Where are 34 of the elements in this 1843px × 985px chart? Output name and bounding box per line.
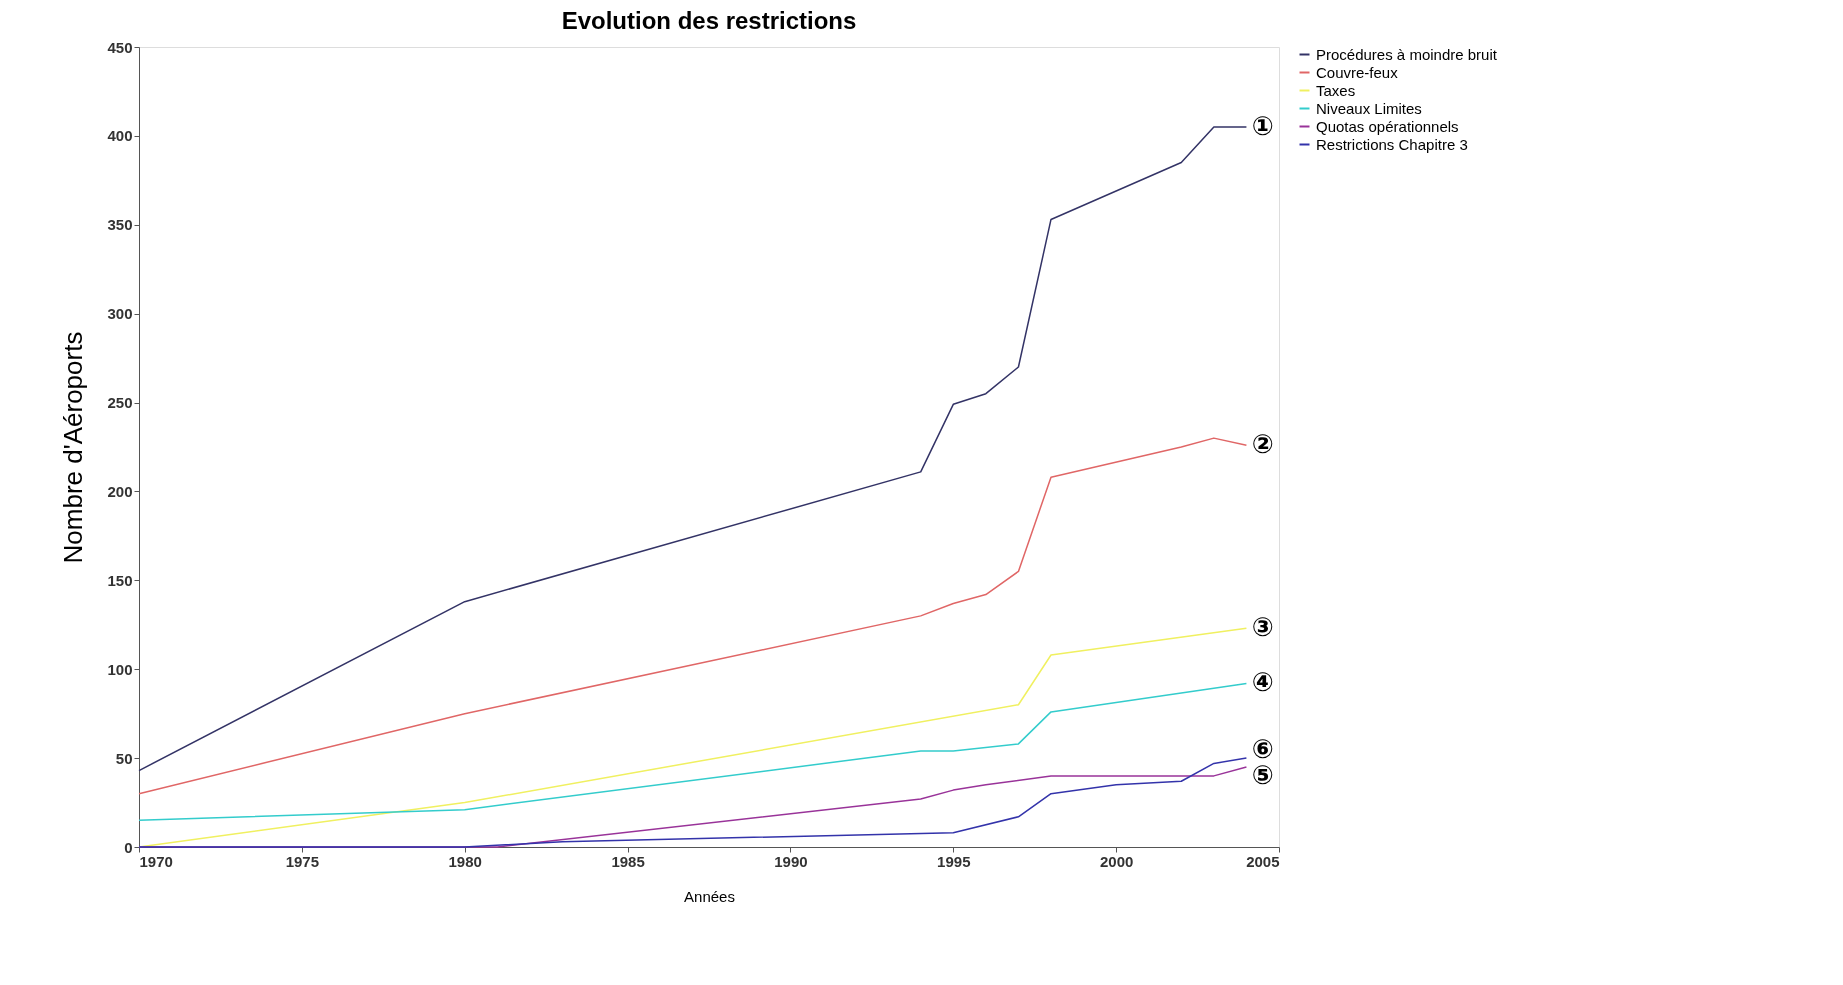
annotation: ③ (1251, 612, 1274, 643)
legend-label: Taxes (1316, 81, 1356, 99)
annotation: ② (1251, 429, 1274, 460)
line-series (138, 126, 1248, 772)
legend-label: Couvre-feux (1316, 63, 1399, 81)
y-axis-title: Nombre d'Aéroports (58, 331, 89, 564)
x-tick-label: 1995 (937, 852, 971, 870)
y-tick-label: 150 (107, 571, 133, 589)
y-tick-label: 50 (115, 749, 133, 767)
y-tick-label: 200 (107, 482, 133, 500)
x-tick-label: 1990 (774, 852, 808, 870)
legend-label: Procédures à moindre bruit (1316, 45, 1498, 63)
x-tick-label: 1985 (611, 852, 645, 870)
annotation: ① (1251, 111, 1274, 141)
y-tick-label: 300 (107, 305, 133, 323)
line-series (138, 682, 1248, 822)
x-axis-title: Années (684, 887, 735, 905)
x-tick-label: 1980 (448, 852, 482, 870)
y-tick-label: 0 (124, 838, 133, 856)
legend-label: Niveaux Limites (1316, 99, 1422, 117)
chart-title: Evolution des restrictions (561, 7, 857, 34)
y-tick-label: 250 (107, 394, 133, 412)
x-tick-label: 1975 (285, 852, 320, 870)
y-tick-label: 100 (107, 660, 133, 678)
legend-label: Quotas opérationnels (1316, 117, 1459, 135)
y-tick-label: 450 (107, 38, 133, 56)
annotation: ④ (1251, 667, 1274, 698)
legend-label: Restrictions Chapitre 3 (1316, 135, 1468, 153)
y-tick-label: 400 (107, 127, 133, 145)
x-tick-label: 2005 (1246, 852, 1280, 870)
x-tick-label: 2000 (1099, 852, 1134, 870)
x-tick-label: 1970 (139, 852, 173, 870)
y-tick-label: 350 (107, 216, 133, 234)
line-series (138, 437, 1248, 795)
